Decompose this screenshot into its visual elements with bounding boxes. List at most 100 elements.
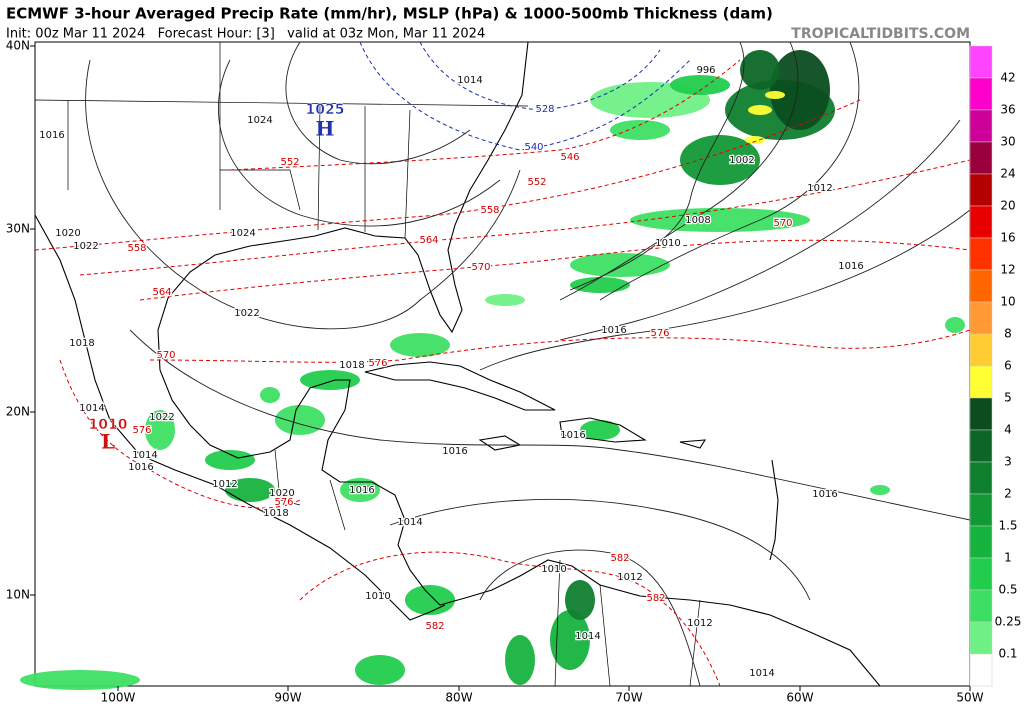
precip-area <box>740 50 780 90</box>
isobar-label: 1014 <box>132 450 157 461</box>
colorbar-swatch <box>969 45 993 79</box>
island-chain <box>769 459 779 561</box>
isobar-label: 1002 <box>729 155 754 166</box>
precip-area <box>405 585 455 615</box>
precip-area <box>680 135 760 185</box>
colorbar-swatch <box>969 621 993 655</box>
colorbar-swatch <box>969 461 993 495</box>
coastlines <box>34 41 881 687</box>
isobar-label: 1016 <box>349 485 374 496</box>
thickness-label: 558 <box>127 243 146 254</box>
precip-area <box>670 75 730 95</box>
colorbar-label: 0.25 <box>995 615 1022 629</box>
subtitle: Init: 00z Mar 11 2024 Forecast Hour: [3]… <box>6 27 485 42</box>
thickness-line <box>149 329 971 363</box>
isobar-label: 1016 <box>128 462 153 473</box>
colorbar-label: 10 <box>1000 295 1015 309</box>
isobar <box>569 41 745 291</box>
colorbar-label: 6 <box>1004 359 1012 373</box>
precip-area <box>745 136 765 144</box>
precip-area <box>945 317 965 333</box>
precip-area <box>610 120 670 140</box>
thickness-label: 582 <box>425 621 444 632</box>
colorbar-swatch <box>969 77 993 111</box>
center-symbol: H <box>316 117 335 141</box>
island <box>679 439 707 449</box>
precip-area <box>205 450 255 470</box>
lon-label: 80W <box>445 691 472 705</box>
thickness-line <box>419 41 661 111</box>
thickness-line <box>139 239 971 301</box>
colorbar-label: 1 <box>1004 551 1012 565</box>
colorbar-label: 20 <box>1000 199 1015 213</box>
thickness-label: 540 <box>524 142 543 153</box>
precip-area <box>20 670 140 690</box>
colorbar-label: 24 <box>1000 167 1015 181</box>
colorbar-swatch <box>969 333 993 367</box>
thickness-label: 528 <box>535 104 554 115</box>
isobar-label: 1016 <box>442 446 467 457</box>
thickness-label: 582 <box>646 593 665 604</box>
thickness-label: 576 <box>274 497 293 508</box>
colorbar-swatch <box>969 429 993 463</box>
thickness-label: 570 <box>471 262 490 273</box>
coastline <box>157 41 881 687</box>
precip-area <box>145 410 175 450</box>
isobar <box>599 41 860 301</box>
colorbar-swatch <box>969 173 993 207</box>
isobar <box>85 59 521 330</box>
lon-label: 50W <box>956 691 983 705</box>
isobar-label: 1016 <box>601 325 626 336</box>
isobar-label: 1016 <box>39 130 64 141</box>
colorbar-label: 5 <box>1004 391 1012 405</box>
axis-ticks <box>30 45 35 596</box>
lon-label: 70W <box>615 691 642 705</box>
colorbar-swatch <box>969 557 993 591</box>
isobar-label: 1018 <box>69 338 94 349</box>
island <box>559 417 647 443</box>
thickness-line <box>79 159 971 276</box>
colorbar-swatch <box>969 141 993 175</box>
map-frame <box>34 41 971 687</box>
isobar-label: 1016 <box>838 261 863 272</box>
isobar-label: 1012 <box>807 183 832 194</box>
colorbar-label: 12 <box>1000 263 1015 277</box>
colorbar-swatch <box>969 109 993 143</box>
lat-label: 30N <box>6 222 30 236</box>
isobar-label: 996 <box>696 65 715 76</box>
thickness-label: 552 <box>527 177 546 188</box>
isobar <box>479 209 971 371</box>
thickness-label: 576 <box>132 425 151 436</box>
colorbar-label: 4 <box>1004 423 1012 437</box>
isobar-label: 1020 <box>269 488 294 499</box>
isobar-label: 1018 <box>263 508 288 519</box>
thickness-label: 582 <box>610 553 629 564</box>
isobar-label: 1022 <box>234 308 259 319</box>
isobar <box>559 119 961 341</box>
lon-label: 100W <box>101 691 136 705</box>
colorbar-swatch <box>969 269 993 303</box>
thickness-label: 564 <box>152 287 171 298</box>
center-value: 1025 <box>306 102 345 118</box>
colorbar-label: 30 <box>1000 135 1015 149</box>
colorbar-label: 0.5 <box>998 583 1017 597</box>
thickness-label: 558 <box>480 205 499 216</box>
isobar <box>479 549 701 687</box>
precip-area <box>748 105 772 115</box>
colorbar-swatch <box>969 653 993 687</box>
precip-area <box>765 91 785 99</box>
precip-area <box>565 580 595 620</box>
isobar <box>389 498 811 601</box>
thickness-label: 552 <box>280 157 299 168</box>
lon-label: 60W <box>786 691 813 705</box>
precip-area <box>275 405 325 435</box>
colorbar-label: 2 <box>1004 487 1012 501</box>
precip-area <box>340 478 380 502</box>
lon-label: 90W <box>274 691 301 705</box>
colorbar-swatch <box>969 525 993 559</box>
credit: TROPICALTIDBITS.COM <box>791 26 970 42</box>
precip-area <box>355 655 405 685</box>
thickness-line <box>299 551 721 687</box>
thickness-label: 546 <box>560 152 579 163</box>
